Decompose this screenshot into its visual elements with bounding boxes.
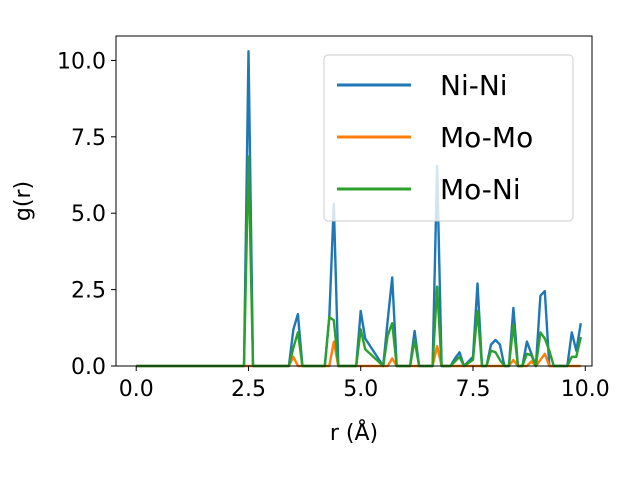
x-tick-label: 10.0 [561, 377, 610, 402]
y-tick-label: 0.0 [71, 355, 106, 380]
legend-box [323, 54, 574, 222]
y-tick-label: 7.5 [71, 126, 106, 151]
x-tick-label: 0.0 [119, 377, 154, 402]
x-tick-label: 2.5 [231, 377, 266, 402]
x-tick-label: 7.5 [456, 377, 491, 402]
y-tick-label: 2.5 [71, 279, 106, 304]
plot-frame [115, 35, 593, 367]
legend-label-ni-ni: Ni-Ni [440, 69, 508, 102]
y-tick-label: 10.0 [57, 49, 106, 74]
axes-layer: 0.0 2.5 5.0 7.5 10.0 0.0 2.5 5.0 7.5 10.0 [57, 35, 610, 402]
x-axis-label: r (Å) [330, 419, 378, 446]
legend: Ni-Ni Mo-Mo Mo-Ni [323, 54, 574, 222]
legend-label-mo-mo: Mo-Mo [440, 121, 533, 154]
y-tick-label: 5.0 [71, 202, 106, 227]
legend-label-mo-ni: Mo-Ni [440, 173, 521, 206]
x-tick-label: 5.0 [343, 377, 378, 402]
y-axis-label: g(r) [11, 181, 36, 221]
